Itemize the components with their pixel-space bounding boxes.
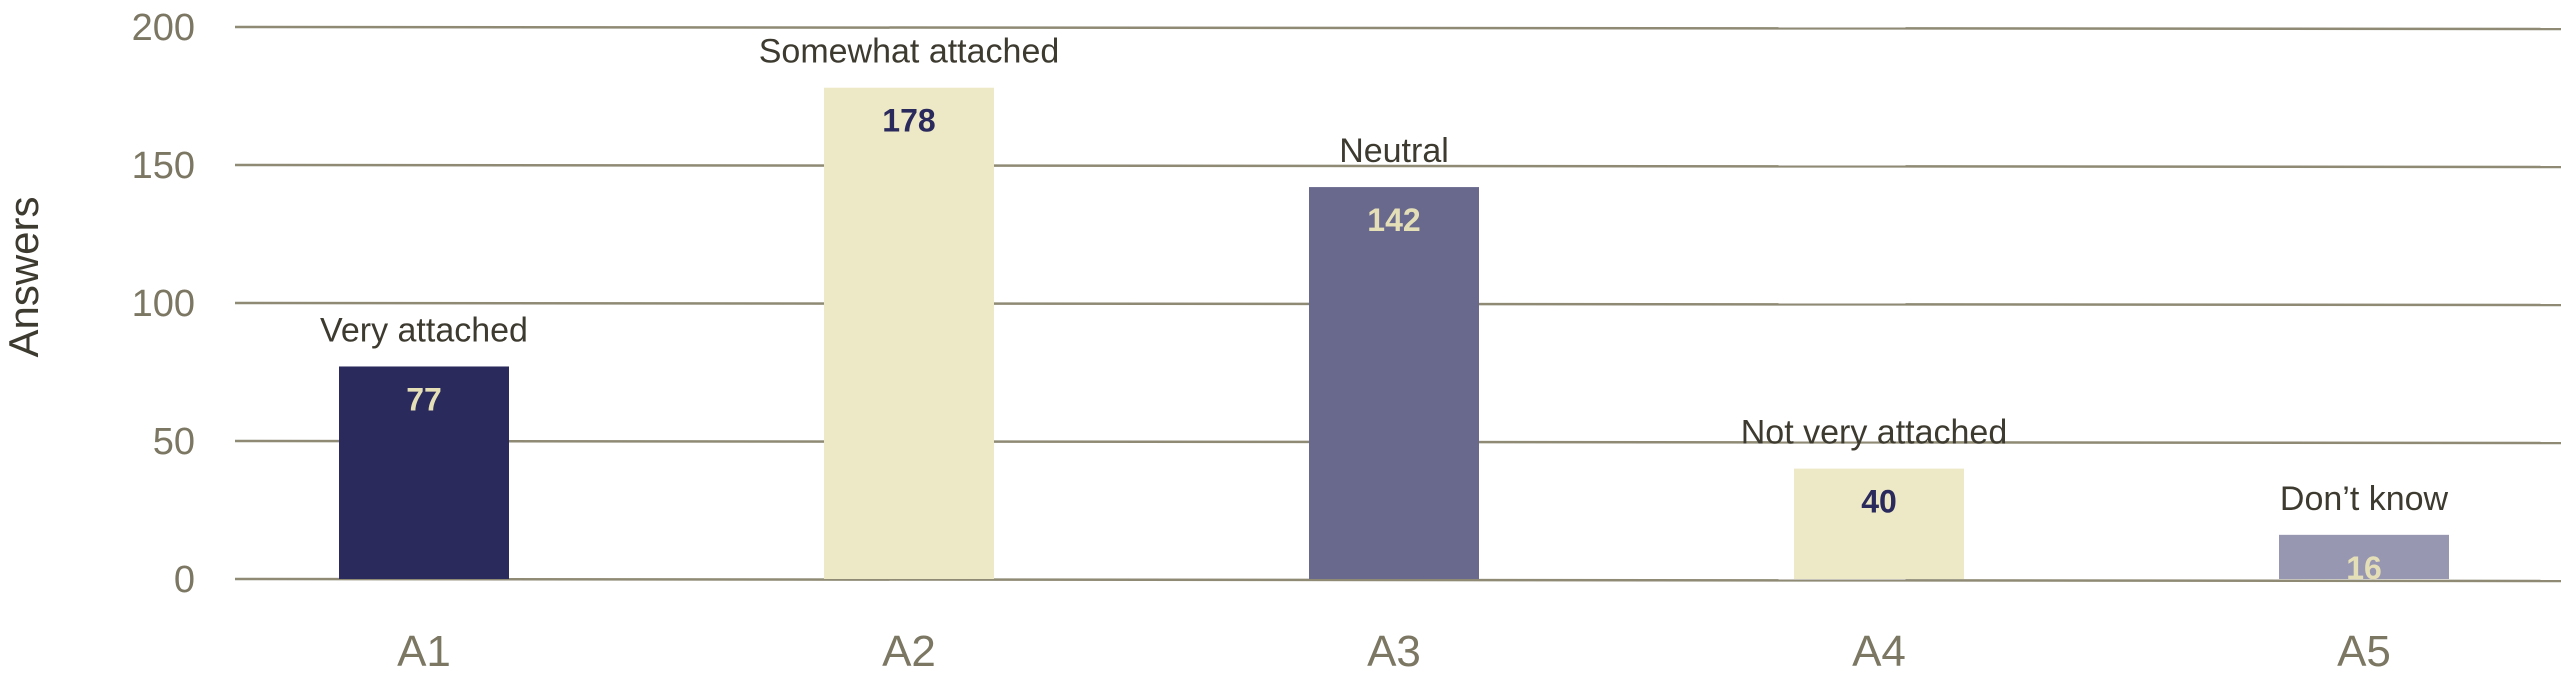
y-tick-label: 0 (174, 559, 195, 601)
y-tick-label: 50 (153, 421, 195, 463)
gridline (234, 577, 2561, 583)
y-axis-ticks: 0 50 100 150 200 (132, 7, 195, 601)
bar-annotation: Somewhat attached (759, 33, 1060, 71)
gridline (234, 25, 2561, 31)
data-label: 178 (882, 103, 935, 139)
bar (2279, 534, 2449, 579)
y-tick-label: 150 (132, 145, 195, 187)
bar (1794, 468, 1964, 579)
x-tick-label: A3 (1367, 627, 1421, 675)
x-tick-label: A1 (397, 627, 451, 675)
x-axis-labels: A1 A2 A3 A4 A5 (397, 627, 2391, 675)
bar-annotation: Very attached (320, 311, 528, 349)
bars: 77 Very attached 178 Somewhat attached 142 Ne… (320, 33, 2449, 586)
x-tick-label: A5 (2337, 627, 2391, 675)
data-label: 77 (406, 381, 442, 417)
bar-annotation: Neutral (1339, 132, 1449, 170)
data-label: 40 (1861, 484, 1897, 520)
data-label: 16 (2346, 550, 2382, 586)
x-tick-label: A2 (882, 627, 936, 675)
y-tick-label: 200 (132, 7, 195, 49)
bar (339, 366, 509, 579)
bar (824, 87, 994, 579)
y-axis-title: Answers (0, 196, 47, 357)
x-tick-label: A4 (1852, 627, 1906, 675)
y-tick-label: 100 (132, 283, 195, 325)
gridline (234, 163, 2561, 169)
bar-annotation: Don’t know (2280, 480, 2449, 518)
bar (1309, 187, 1479, 579)
bar-annotation: Not very attached (1741, 414, 2007, 452)
data-label: 142 (1367, 202, 1420, 238)
